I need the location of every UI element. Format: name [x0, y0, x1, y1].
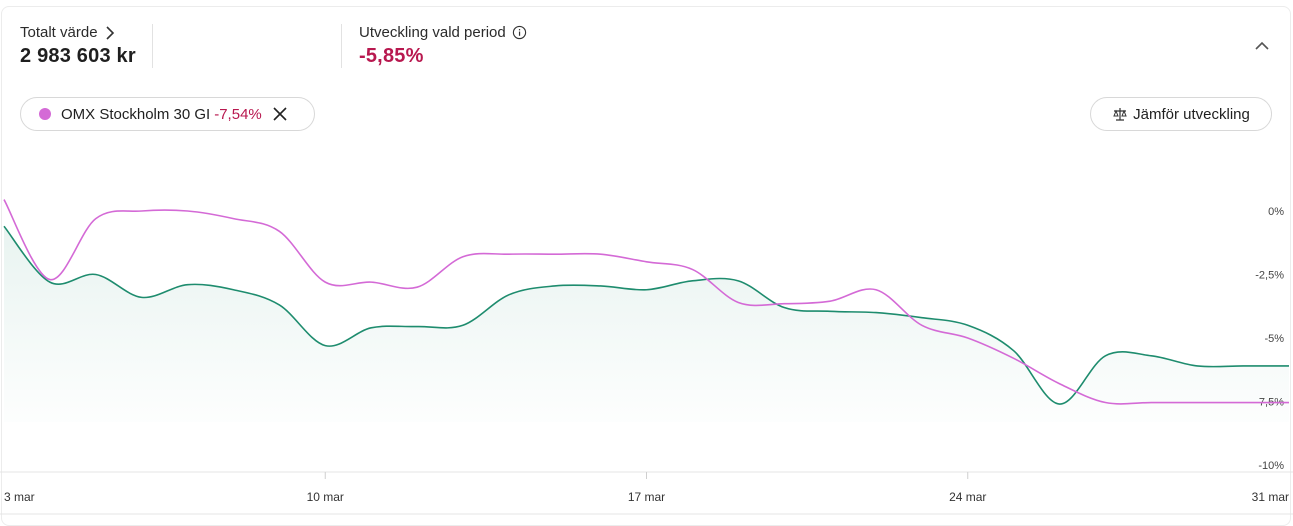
- series-color-dot: [39, 108, 51, 120]
- comparison-index-name: OMX Stockholm 30 GI: [61, 105, 211, 123]
- period-label: Utveckling vald period: [359, 24, 506, 41]
- total-label: Totalt värde: [20, 24, 98, 41]
- period-change-block: Utveckling vald period -5,85%: [359, 24, 527, 68]
- chevron-up-icon[interactable]: [1252, 36, 1272, 56]
- comparison-chip[interactable]: OMX Stockholm 30 GI -7,54%: [20, 97, 315, 131]
- period-label-row: Utveckling vald period: [359, 24, 527, 41]
- compare-button-label: Jämför utveckling: [1133, 105, 1250, 123]
- close-icon[interactable]: [272, 106, 288, 122]
- comparison-index-change: -7,54%: [214, 105, 262, 123]
- total-value: 2 983 603 kr: [20, 45, 136, 67]
- scale-icon: [1113, 108, 1127, 121]
- portfolio-card: [1, 6, 1291, 526]
- divider: [152, 24, 153, 68]
- total-value-block[interactable]: Totalt värde 2 983 603 kr: [20, 24, 136, 68]
- info-icon[interactable]: [512, 25, 527, 40]
- period-change-value: -5,85%: [359, 45, 424, 67]
- total-label-row: Totalt värde: [20, 24, 136, 41]
- compare-development-button[interactable]: Jämför utveckling: [1090, 97, 1272, 131]
- chevron-right-icon[interactable]: [104, 25, 116, 40]
- divider: [341, 24, 342, 68]
